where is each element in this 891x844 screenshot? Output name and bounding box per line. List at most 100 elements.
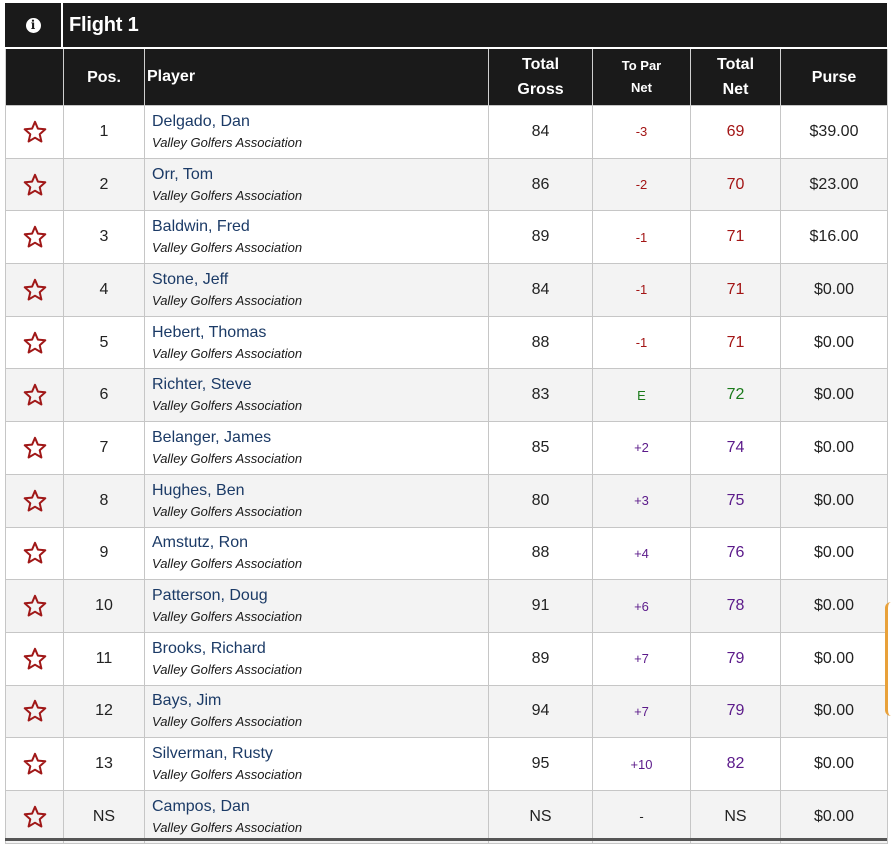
star-icon[interactable] xyxy=(23,225,47,249)
total-net-cell: 70 xyxy=(690,157,781,212)
purse-cell: $0.00 xyxy=(780,368,888,423)
total-gross-cell: 91 xyxy=(488,579,593,633)
player-name-link[interactable]: Amstutz, Ron xyxy=(152,534,249,552)
total-net-cell: 72 xyxy=(690,368,781,423)
player-cell: Orr, Tom Valley Golfers Association xyxy=(144,157,489,212)
to-par-net-cell: -2 xyxy=(592,157,691,212)
player-name-link[interactable]: Richter, Steve xyxy=(152,376,252,394)
star-icon[interactable] xyxy=(23,331,47,355)
player-cell: Brooks, Richard Valley Golfers Associatio… xyxy=(144,631,489,686)
star-icon[interactable] xyxy=(23,594,47,618)
header-purse[interactable]: Purse xyxy=(780,49,888,106)
favorite-cell xyxy=(5,473,64,528)
to-par-net-cell: +6 xyxy=(592,579,691,633)
star-icon[interactable] xyxy=(23,805,47,829)
player-cell: Patterson, Doug Valley Golfers Associatio… xyxy=(144,579,489,633)
star-icon[interactable] xyxy=(23,752,47,776)
total-net-cell: 71 xyxy=(690,315,781,370)
pos-cell: 9 xyxy=(63,526,145,581)
table-row: 12 Bays, Jim Valley Golfers Association 94 +… xyxy=(5,684,888,739)
side-feedback-tab[interactable] xyxy=(885,602,891,716)
header-total-gross[interactable]: Total Gross xyxy=(488,49,593,106)
total-gross-cell: 85 xyxy=(488,421,593,475)
header-pos[interactable]: Pos. xyxy=(63,49,145,106)
table-row: 4 Stone, Jeff Valley Golfers Association 84… xyxy=(5,263,888,317)
table-row: 5 Hebert, Thomas Valley Golfers Associatio… xyxy=(5,315,888,370)
purse-cell: $0.00 xyxy=(780,789,888,844)
player-name-link[interactable]: Patterson, Doug xyxy=(152,587,268,605)
player-cell: Silverman, Rusty Valley Golfers Associati… xyxy=(144,737,489,791)
player-name-link[interactable]: Belanger, James xyxy=(152,428,272,446)
player-name-link[interactable]: Baldwin, Fred xyxy=(152,218,250,236)
player-name-link[interactable]: Hughes, Ben xyxy=(152,481,245,499)
player-name-link[interactable]: Brooks, Richard xyxy=(152,639,266,657)
player-name-link[interactable]: Orr, Tom xyxy=(152,165,214,183)
info-icon[interactable]: i xyxy=(25,17,41,33)
star-icon[interactable] xyxy=(23,541,47,565)
favorite-cell xyxy=(5,526,64,581)
star-icon[interactable] xyxy=(23,173,47,197)
total-net-cell: 71 xyxy=(690,263,781,317)
player-association: Valley Golfers Association xyxy=(152,503,303,519)
player-cell: Richter, Steve Valley Golfers Association xyxy=(144,368,489,423)
favorite-cell xyxy=(5,157,64,212)
table-row: 2 Orr, Tom Valley Golfers Association 86 -2 7… xyxy=(5,157,888,212)
pos-cell: 4 xyxy=(63,263,145,317)
pos-cell: 7 xyxy=(63,421,145,475)
header-total-net[interactable]: Total Net xyxy=(690,49,781,106)
leaderboard: i Flight 1 Pos. Player Total Gross To Pa… xyxy=(5,3,888,844)
player-name-link[interactable]: Campos, Dan xyxy=(152,797,250,815)
purse-cell: $16.00 xyxy=(780,210,888,265)
star-icon[interactable] xyxy=(23,436,47,460)
star-icon[interactable] xyxy=(23,489,47,513)
total-gross-cell: NS xyxy=(488,789,593,844)
total-net-cell: 82 xyxy=(690,737,781,791)
player-association: Valley Golfers Association xyxy=(152,714,303,730)
header-player[interactable]: Player xyxy=(144,49,489,106)
player-cell: Bays, Jim Valley Golfers Association xyxy=(144,684,489,739)
star-icon[interactable] xyxy=(23,278,47,302)
pos-cell: NS xyxy=(63,789,145,844)
favorite-cell xyxy=(5,368,64,423)
to-par-net-cell: -1 xyxy=(592,263,691,317)
to-par-net-cell: +10 xyxy=(592,737,691,791)
table-row: NS Campos, Dan Valley Golfers Association N… xyxy=(5,789,888,844)
header-total-net-line2: Net xyxy=(722,81,749,98)
table-row: 13 Silverman, Rusty Valley Golfers Associa… xyxy=(5,737,888,791)
player-name-link[interactable]: Hebert, Thomas xyxy=(152,323,267,341)
star-icon[interactable] xyxy=(23,647,47,671)
total-net-cell: NS xyxy=(690,789,781,844)
to-par-net-cell: +7 xyxy=(592,631,691,686)
table-row: 7 Belanger, James Valley Golfers Associati… xyxy=(5,421,888,475)
pos-cell: 8 xyxy=(63,473,145,528)
flight-info-cell[interactable]: i xyxy=(5,3,63,47)
to-par-net-cell: -1 xyxy=(592,210,691,265)
player-association: Valley Golfers Association xyxy=(152,661,303,677)
player-cell: Delgado, Dan Valley Golfers Association xyxy=(144,105,489,159)
header-total-gross-line2: Gross xyxy=(517,81,564,98)
pos-cell: 1 xyxy=(63,105,145,159)
total-gross-cell: 83 xyxy=(488,368,593,423)
player-name-link[interactable]: Stone, Jeff xyxy=(152,270,229,288)
table-row: 10 Patterson, Doug Valley Golfers Associat… xyxy=(5,579,888,633)
player-name-link[interactable]: Bays, Jim xyxy=(152,692,222,710)
header-to-par-net[interactable]: To Par Net xyxy=(592,49,691,106)
table-row: 3 Baldwin, Fred Valley Golfers Association… xyxy=(5,210,888,265)
player-association: Valley Golfers Association xyxy=(152,240,303,256)
player-association: Valley Golfers Association xyxy=(152,556,303,572)
player-association: Valley Golfers Association xyxy=(152,819,303,835)
favorite-cell xyxy=(5,421,64,475)
purse-cell: $39.00 xyxy=(780,105,888,159)
player-association: Valley Golfers Association xyxy=(152,609,303,625)
purse-cell: $23.00 xyxy=(780,157,888,212)
table-row: 11 Brooks, Richard Valley Golfers Associat… xyxy=(5,631,888,686)
header-to-par-line2: Net xyxy=(631,80,652,95)
player-name-link[interactable]: Delgado, Dan xyxy=(152,112,250,130)
star-icon[interactable] xyxy=(23,120,47,144)
player-name-link[interactable]: Silverman, Rusty xyxy=(152,745,273,763)
purse-cell: $0.00 xyxy=(780,684,888,739)
pos-cell: 12 xyxy=(63,684,145,739)
star-icon[interactable] xyxy=(23,383,47,407)
star-icon[interactable] xyxy=(23,699,47,723)
favorite-cell xyxy=(5,789,64,844)
